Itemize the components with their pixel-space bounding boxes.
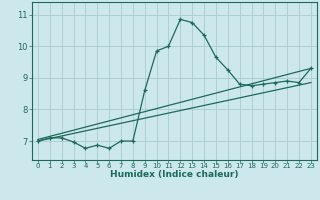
X-axis label: Humidex (Indice chaleur): Humidex (Indice chaleur) <box>110 170 239 179</box>
